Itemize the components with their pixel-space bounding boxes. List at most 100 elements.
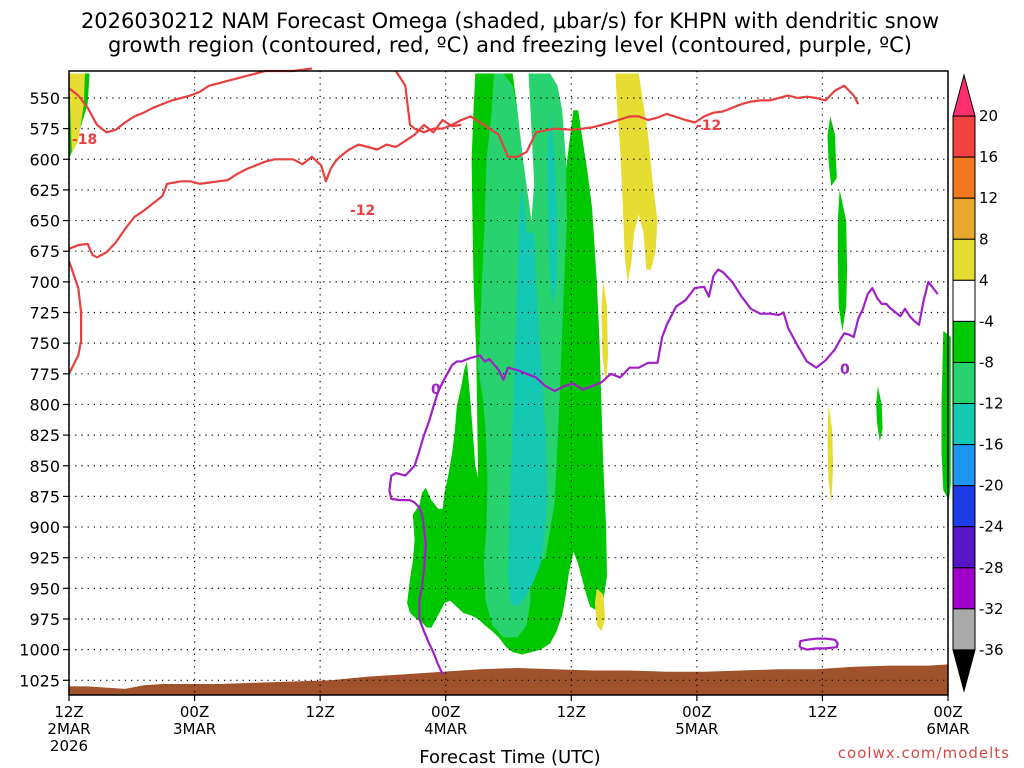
y-tick-label-975: 975 (29, 610, 60, 629)
contour-labels: -18 -12 -12 0 0 (72, 118, 850, 398)
colorbar-swatch-7 (952, 361, 976, 405)
purple-contour-label-0-left: 0 (431, 382, 441, 398)
x-tick-date-36: 4MAR (424, 720, 467, 738)
colorbar-swatch-8 (952, 403, 976, 446)
colorbar-label-6: -8 (979, 353, 994, 371)
x-tick-time-48: 12Z (557, 703, 586, 721)
omega-region-4 (508, 183, 548, 607)
colorbar-swatch-5 (952, 279, 976, 322)
contour-red-upper-mid (394, 70, 860, 158)
omega-region-13 (941, 330, 951, 501)
purple-contour-label-0-right: 0 (840, 362, 850, 378)
chart-title-line1: 2026030212 NAM Forecast Omega (shaded, μ… (81, 9, 939, 33)
colorbar-label-12: -32 (979, 600, 1004, 618)
colorbar-swatch-9 (952, 444, 976, 487)
x-tick-date-60: 5MAR (675, 720, 718, 738)
colorbar-swatch-2 (952, 156, 976, 199)
omega-region-6 (615, 73, 658, 282)
omega-region-10 (837, 189, 848, 331)
chart-title-line2: growth region (contoured, red, ºC) and f… (108, 33, 912, 57)
credit-text: coolwx.com/modelts (838, 744, 1010, 762)
colorbar-swatch-10 (952, 485, 976, 528)
y-tick-label-775: 775 (29, 365, 60, 384)
contour-purple (388, 268, 939, 675)
colorbar: 20 16 12 8 4 -4 -8 -12 -16 -20 -24 -28 -32 -36 (952, 73, 1004, 693)
y-tick-label-675: 675 (29, 242, 60, 261)
colorbar-label-10: -24 (979, 518, 1004, 536)
x-tick-date-84: 6MAR (926, 720, 969, 738)
y-tick-label-900: 900 (29, 518, 60, 537)
omega-region-5 (547, 110, 558, 307)
contour-purple-loop (798, 637, 839, 651)
y-tick-label-1000: 1000 (19, 641, 60, 660)
red-contour-label-minus18: -18 (72, 132, 97, 148)
colorbar-label-11: -28 (979, 559, 1004, 577)
colorbar-swatch-13 (952, 608, 976, 651)
colorbar-swatch-12 (952, 567, 976, 610)
y-tick-label-825: 825 (29, 426, 60, 445)
plot-frame (68, 70, 949, 696)
colorbar-label-4: 4 (979, 271, 989, 289)
colorbar-label-1: 16 (979, 148, 998, 166)
y-tick-label-725: 725 (29, 304, 60, 323)
x-tick-time-72: 12Z (808, 703, 837, 721)
x-tick-time-12: 00Z (180, 703, 209, 721)
x-tick-year-0: 2026 (50, 737, 88, 755)
colorbar-label-9: -20 (979, 477, 1004, 495)
y-tick-label-800: 800 (29, 395, 60, 414)
y-tick-label-950: 950 (29, 579, 60, 598)
x-tick-time-0: 12Z (54, 703, 83, 721)
x-axis-label: Forecast Time (UTC) (419, 747, 600, 768)
colorbar-swatch-bottom (952, 649, 976, 693)
y-tick-label-750: 750 (29, 334, 60, 353)
contour-red-upper (68, 67, 313, 134)
colorbar-swatch-4 (952, 238, 976, 281)
terrain-layer (69, 664, 948, 695)
omega-region-8 (594, 588, 606, 632)
colorbar-label-8: -16 (979, 436, 1004, 454)
y-tick-label-550: 550 (29, 89, 60, 108)
x-tick-time-60: 00Z (682, 703, 711, 721)
contour-lines (67, 67, 939, 675)
x-tick-time-36: 00Z (431, 703, 460, 721)
y-tick-label-700: 700 (29, 273, 60, 292)
gridlines (68, 71, 949, 695)
y-tick-label-850: 850 (29, 457, 60, 476)
omega-region-7 (601, 281, 608, 387)
colorbar-swatch-11 (952, 526, 976, 569)
y-tick-label-600: 600 (29, 150, 60, 169)
colorbar-swatch-1 (952, 115, 976, 158)
y-axis: 550 575 600 625 650 675 700 725 750 775 800 825 850 8… (19, 89, 69, 690)
red-contour-label-minus12-left: -12 (350, 203, 375, 219)
colorbar-label-5: -4 (979, 312, 994, 330)
omega-region-9 (827, 116, 837, 187)
colorbar-label-3: 8 (979, 230, 989, 248)
y-tick-label-650: 650 (29, 212, 60, 231)
colorbar-label-7: -12 (979, 395, 1004, 413)
y-tick-label-875: 875 (29, 487, 60, 506)
omega-region-11 (827, 404, 834, 505)
y-tick-label-925: 925 (29, 549, 60, 568)
x-tick-date-12: 3MAR (173, 720, 216, 738)
contour-red-lower (68, 118, 462, 259)
colorbar-swatch-top (952, 73, 976, 117)
terrain-fill (69, 664, 948, 695)
colorbar-label-2: 12 (979, 189, 998, 207)
x-tick-time-84: 00Z (933, 703, 962, 721)
colorbar-swatch-6 (952, 320, 976, 363)
y-tick-label-575: 575 (29, 120, 60, 139)
y-tick-label-1025: 1025 (19, 671, 60, 690)
omega-region-12 (876, 386, 883, 442)
colorbar-label-13: -36 (979, 641, 1004, 659)
plot-area: -18 -12 -12 0 0 (67, 67, 951, 696)
contour-red-left-edge (67, 260, 83, 375)
omega-region-1 (69, 73, 85, 154)
red-contour-label-minus12-right: -12 (696, 118, 721, 134)
x-tick-date-0: 2MAR (47, 720, 90, 738)
y-tick-label-625: 625 (29, 181, 60, 200)
x-tick-time-24: 12Z (305, 703, 334, 721)
colorbar-swatch-3 (952, 197, 976, 240)
colorbar-label-0: 20 (979, 107, 998, 125)
